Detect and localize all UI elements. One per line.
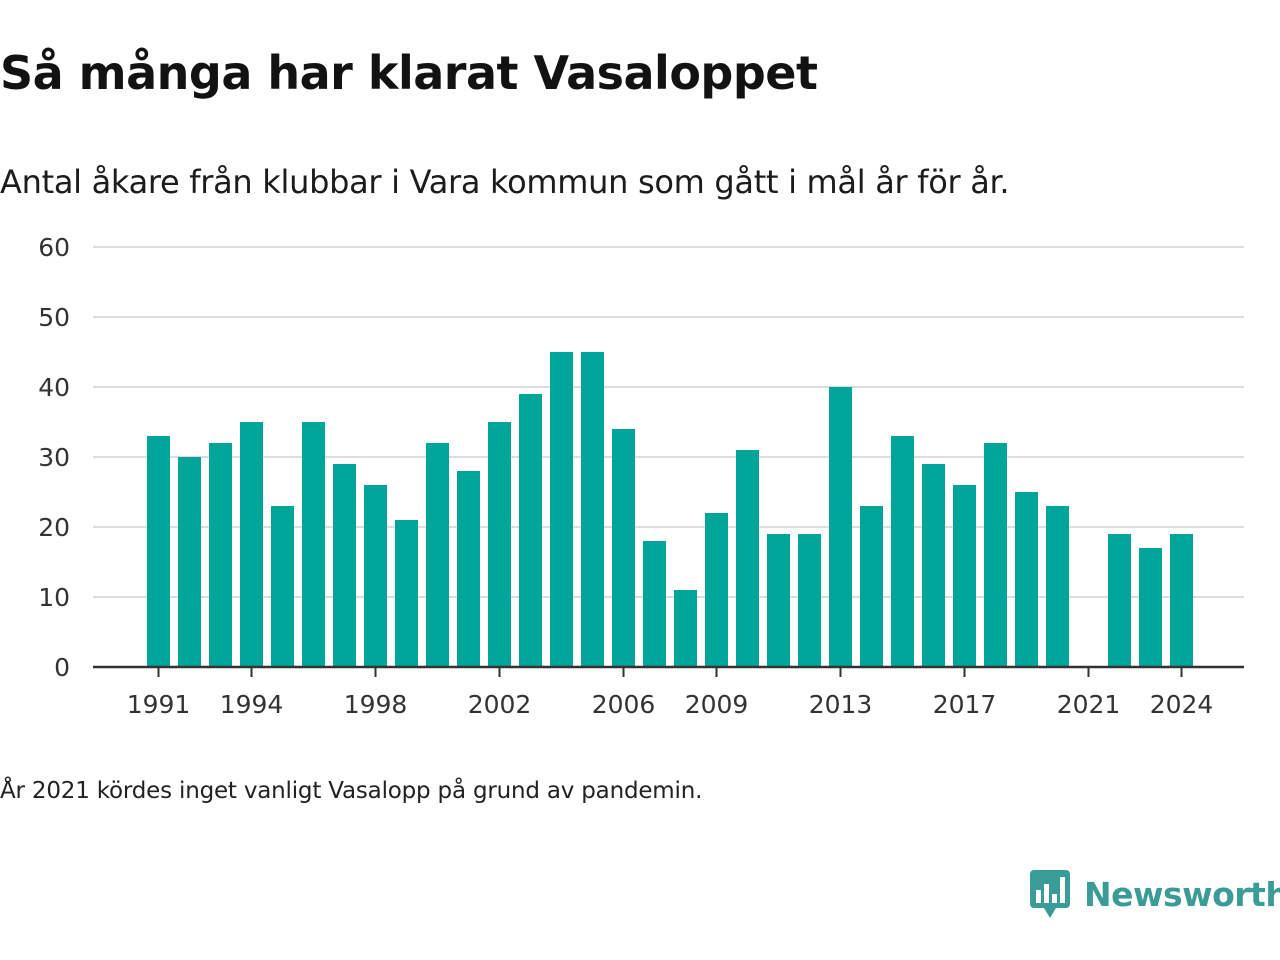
bar-2005 [581, 352, 604, 667]
y-tick-label: 60 [38, 233, 70, 262]
bar-2011 [767, 534, 790, 667]
bar-2001 [457, 471, 480, 667]
x-tick-label: 2002 [468, 690, 532, 719]
bar-1999 [395, 520, 418, 667]
bar-2006 [612, 429, 635, 667]
x-tick-label: 2021 [1057, 690, 1121, 719]
bar-2024 [1170, 534, 1193, 667]
y-tick-label: 40 [38, 373, 70, 402]
y-axis-labels: 0 10 20 30 40 50 60 [38, 233, 70, 682]
bar-1991 [147, 436, 170, 667]
chart-subtitle: Antal åkare från klubbar i Vara kommun s… [0, 163, 1010, 201]
x-tick-label: 1994 [220, 690, 284, 719]
bar-2004 [550, 352, 573, 667]
bar-2016 [922, 464, 945, 667]
bar-2010 [736, 450, 759, 667]
x-tick-label: 2013 [809, 690, 873, 719]
chart-title: Så många har klarat Vasaloppet [0, 46, 818, 100]
newsworthy-logo-icon [1030, 870, 1070, 918]
x-tick-label: 2006 [592, 690, 656, 719]
bar-2022 [1108, 534, 1131, 667]
bars [147, 352, 1193, 667]
brand-logo: Newsworthy [1030, 868, 1280, 920]
grid-lines [93, 246, 1244, 598]
bar-2000 [426, 443, 449, 667]
bar-2017 [953, 485, 976, 667]
y-tick-label: 50 [38, 303, 70, 332]
bar-2012 [798, 534, 821, 667]
bar-2002 [488, 422, 511, 667]
bar-2007 [643, 541, 666, 667]
y-tick-label: 20 [38, 513, 70, 542]
bar-1992 [178, 457, 201, 667]
bar-2020 [1046, 506, 1069, 667]
x-axis-ticks: 1991 1994 1998 2002 2006 2009 2013 2017 2021 2024 [127, 667, 1214, 719]
y-tick-label: 0 [54, 653, 70, 682]
brand-name: Newsworthy [1084, 874, 1280, 914]
footnote: År 2021 kördes inget vanligt Vasalopp på… [0, 778, 703, 804]
bar-1993 [209, 443, 232, 667]
bar-1995 [271, 506, 294, 667]
x-tick-label: 1998 [344, 690, 408, 719]
bar-1998 [364, 485, 387, 667]
bar-1994 [240, 422, 263, 667]
bar-2008 [674, 590, 697, 667]
bar-2023 [1139, 548, 1162, 667]
x-tick-label: 2009 [685, 690, 749, 719]
bar-2015 [891, 436, 914, 667]
y-tick-label: 30 [38, 443, 70, 472]
y-tick-label: 10 [38, 583, 70, 612]
bar-2018 [984, 443, 1007, 667]
x-tick-label: 2017 [933, 690, 997, 719]
bar-2019 [1015, 492, 1038, 667]
bar-2009 [705, 513, 728, 667]
bar-2013 [829, 387, 852, 667]
bar-1996 [302, 422, 325, 667]
bar-1997 [333, 464, 356, 667]
x-tick-label: 2024 [1150, 690, 1214, 719]
bar-2003 [519, 394, 542, 667]
x-tick-label: 1991 [127, 690, 191, 719]
bar-2014 [860, 506, 883, 667]
bar-chart: 0 10 20 30 40 50 60 1991 1994 1998 2002 2006 2009 20… [38, 233, 1244, 719]
